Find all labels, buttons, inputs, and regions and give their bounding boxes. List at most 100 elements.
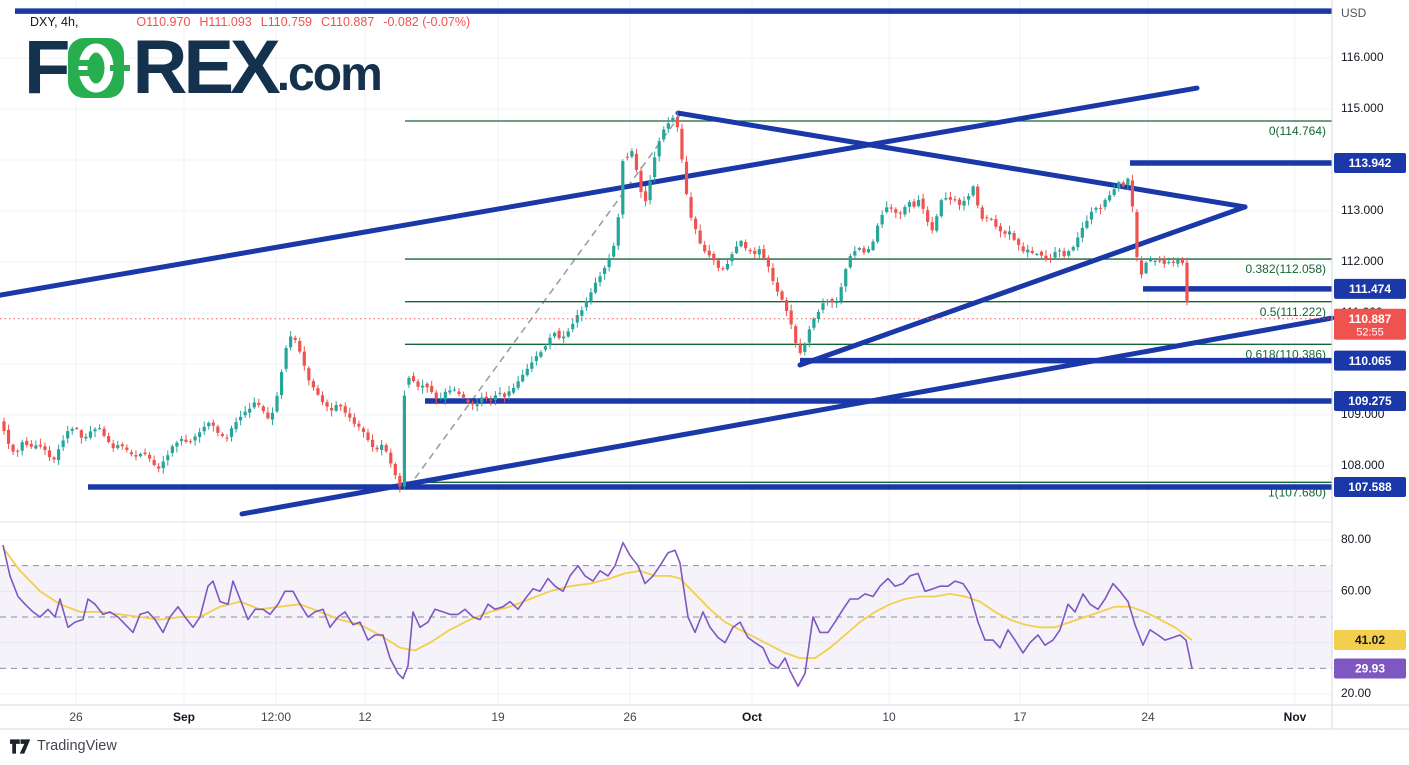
time-tick-label: 26 bbox=[623, 710, 637, 724]
candle-body bbox=[662, 129, 666, 140]
candle-body bbox=[234, 422, 238, 430]
legend-open: O110.970 bbox=[136, 15, 191, 29]
candle-body bbox=[1035, 253, 1039, 255]
price-axis[interactable]: USD116.000115.000114.000113.000112.00011… bbox=[1334, 6, 1406, 700]
price-badge: 111.474 bbox=[1334, 278, 1406, 299]
candle-body bbox=[1167, 262, 1171, 264]
candle-body bbox=[998, 226, 1003, 232]
candle-body bbox=[598, 276, 602, 283]
candle-body bbox=[393, 463, 397, 476]
trendline[interactable] bbox=[797, 204, 1248, 368]
logo-letter-f: F bbox=[24, 25, 70, 110]
candle-body bbox=[457, 391, 461, 395]
candle-body bbox=[202, 426, 206, 432]
candle-body bbox=[903, 207, 907, 215]
candle-body bbox=[748, 250, 752, 252]
candle-body bbox=[84, 436, 88, 439]
candle-body bbox=[248, 408, 252, 413]
fib-level-label: 0.5(111.222) bbox=[1260, 305, 1326, 319]
candle-body bbox=[694, 218, 698, 230]
candle-body bbox=[25, 440, 29, 446]
candle-body bbox=[1062, 250, 1066, 257]
fib-level-label: 0(114.764) bbox=[1269, 124, 1326, 138]
candle-body bbox=[320, 395, 325, 403]
candle-body bbox=[1053, 252, 1057, 258]
candle-body bbox=[671, 117, 675, 122]
candle-body bbox=[148, 454, 152, 459]
candle-body bbox=[698, 230, 702, 244]
fib-level-label: 0.382(112.058) bbox=[1245, 262, 1326, 276]
candle-body bbox=[1021, 246, 1025, 252]
symbol-legend[interactable]: DXY, 4h, O110.970 H111.093 L110.759 C110.887… bbox=[30, 15, 479, 29]
candle-body bbox=[967, 196, 971, 200]
candle-body bbox=[38, 444, 42, 447]
candle-body bbox=[648, 180, 652, 201]
candle-body bbox=[129, 452, 133, 455]
candle-body bbox=[416, 381, 420, 387]
rsi-badge-label: 41.02 bbox=[1355, 633, 1385, 647]
candle-body bbox=[16, 450, 20, 452]
fib-retracement[interactable]: 0(114.764)0.382(112.058)0.5(111.222)0.61… bbox=[405, 114, 1332, 499]
candle-body bbox=[439, 397, 443, 399]
candle-body bbox=[1058, 250, 1062, 252]
candle-body bbox=[75, 427, 79, 429]
candle-body bbox=[930, 222, 934, 231]
candle-body bbox=[1144, 262, 1148, 274]
rsi-ma-badge: 41.02 bbox=[1334, 630, 1406, 651]
candle-body bbox=[198, 432, 202, 438]
candle-body bbox=[493, 395, 497, 400]
candle-body bbox=[1117, 182, 1121, 189]
candle-body bbox=[116, 445, 120, 449]
candle-body bbox=[239, 416, 243, 421]
candle-body bbox=[1112, 189, 1116, 196]
candle-body bbox=[980, 207, 984, 219]
candle-body bbox=[498, 392, 502, 394]
candle-body bbox=[471, 402, 475, 405]
candle-body bbox=[571, 323, 575, 330]
candle-body bbox=[653, 157, 657, 178]
candlestick-layer[interactable] bbox=[2, 111, 1189, 493]
candle-body bbox=[261, 406, 265, 412]
candle-body bbox=[220, 433, 224, 436]
candle-body bbox=[680, 128, 684, 160]
candle-body bbox=[330, 407, 334, 411]
candle-body bbox=[625, 156, 629, 158]
time-tick-label: Sep bbox=[173, 710, 195, 724]
symbol-interval-label[interactable]: DXY, 4h, bbox=[30, 15, 79, 29]
candle-body bbox=[1130, 180, 1134, 207]
rsi-ma-line bbox=[2, 547, 1193, 659]
candle-body bbox=[566, 331, 570, 337]
trendline[interactable] bbox=[239, 315, 1335, 517]
candle-body bbox=[994, 219, 998, 227]
candle-body bbox=[188, 441, 193, 443]
trendline[interactable] bbox=[0, 85, 1200, 298]
candle-body bbox=[384, 445, 388, 452]
candle-body bbox=[298, 340, 302, 352]
candle-body bbox=[739, 240, 743, 247]
candle-countdown-timer: 52:55 bbox=[1356, 327, 1384, 339]
candle-body bbox=[539, 352, 543, 357]
time-axis[interactable]: 26 Sep 12:00 12 19 26 Oct 10 17 24 Nov bbox=[69, 710, 1306, 724]
rsi-badge-bg bbox=[1334, 630, 1406, 651]
candle-body bbox=[757, 249, 761, 255]
tradingview-attribution[interactable]: TradingView bbox=[10, 738, 117, 754]
candle-body bbox=[184, 439, 188, 442]
candle-body bbox=[1080, 227, 1084, 238]
candle-body bbox=[1048, 259, 1053, 261]
candle-body bbox=[407, 377, 411, 385]
price-badge: 110.065 bbox=[1334, 350, 1406, 371]
candle-body bbox=[821, 303, 825, 310]
candle-body bbox=[339, 404, 343, 407]
candle-body bbox=[1044, 255, 1048, 260]
candle-body bbox=[443, 391, 447, 400]
price-tick-label: 112.000 bbox=[1341, 254, 1384, 268]
candle-body bbox=[1121, 182, 1125, 187]
candle-body bbox=[6, 429, 11, 444]
candle-body bbox=[52, 457, 56, 460]
candle-body bbox=[839, 287, 843, 302]
candle-body bbox=[584, 301, 588, 308]
trendline[interactable] bbox=[675, 110, 1248, 210]
candle-body bbox=[766, 257, 770, 267]
